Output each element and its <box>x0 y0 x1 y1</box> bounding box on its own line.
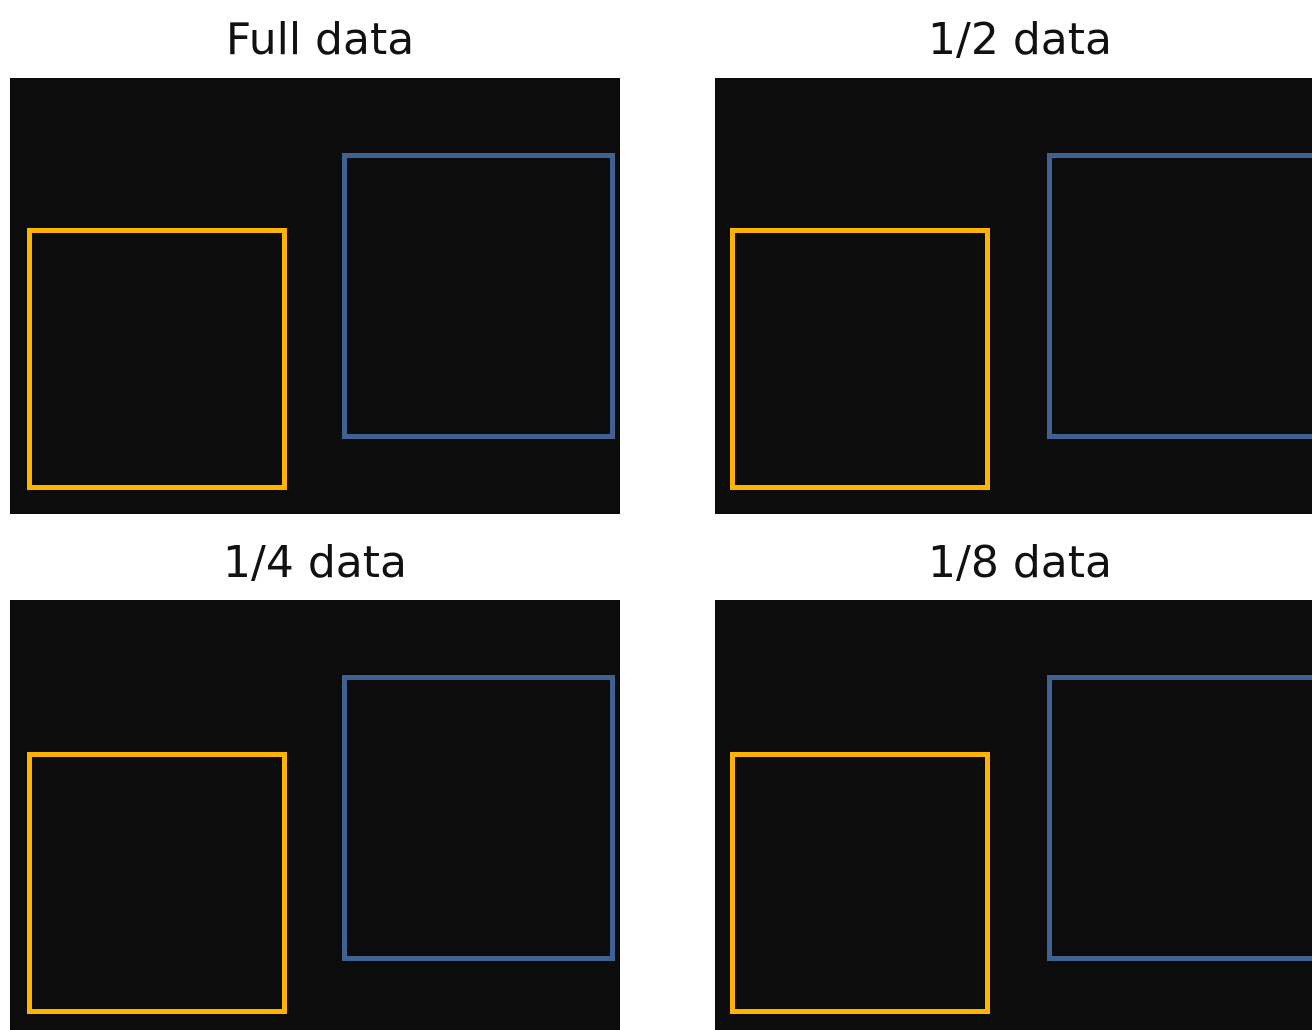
blue-roi-box-full-data <box>342 153 615 439</box>
panel-title-quarter-data: 1/4 data <box>223 537 407 588</box>
heatmap-image-full-data <box>10 78 620 514</box>
panel-title-eighth-data: 1/8 data <box>928 537 1112 588</box>
panel-title-full-data: Full data <box>225 14 415 65</box>
orange-roi-box-full-data <box>27 228 287 490</box>
heatmap-image-eighth-data <box>715 600 1312 1030</box>
blue-roi-box-eighth-data <box>1047 675 1312 961</box>
panel-title-half-data: 1/2 data <box>928 14 1112 65</box>
orange-roi-box-quarter-data <box>27 752 287 1014</box>
orange-roi-box-eighth-data <box>730 752 990 1014</box>
blue-roi-box-half-data <box>1047 153 1312 439</box>
heatmap-texture <box>10 78 620 514</box>
heatmap-texture <box>715 78 1312 514</box>
heatmap-image-half-data <box>715 78 1312 514</box>
orange-roi-box-half-data <box>730 228 990 490</box>
blue-roi-box-quarter-data <box>342 675 615 961</box>
